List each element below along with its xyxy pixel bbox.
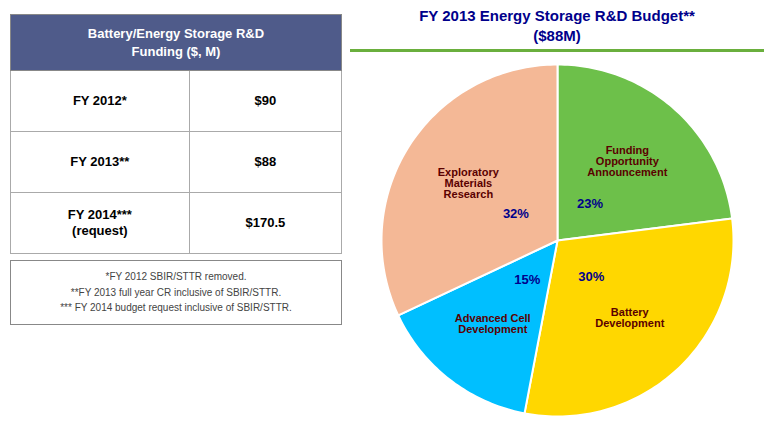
html-text:*FY 2012 SBIR/STTR removed. **: *FY 2012 SBIR/STTR removed. **FY 2013 fu… [60,271,292,314]
svg-text:30%: 30% [578,269,604,284]
html-text:FY 2013 Energy Storage R&D Bud: FY 2013 Energy Storage R&D Budget** ($88… [419,7,695,44]
svg-text:23%: 23% [577,196,603,211]
html-text:$90: $90 [254,93,277,108]
html-text:Battery/Energy Storage R&D Fun: Battery/Energy Storage R&D Funding ($, M… [87,26,265,59]
svg-text:FundingOpportunityAnnouncement: FundingOpportunityAnnouncement [587,144,667,178]
svg-text:32%: 32% [503,206,529,221]
svg-text:ExploratoryMaterialsResearch: ExploratoryMaterialsResearch [438,166,500,200]
html-text:FY 2014*** (request): FY 2014*** (request) [67,206,132,239]
html-text:$88: $88 [254,154,277,169]
svg-text:BatteryDevelopment: BatteryDevelopment [595,305,664,328]
svg-text:15%: 15% [514,272,540,287]
svg-text:Advanced CellDevelopment: Advanced CellDevelopment [455,312,531,335]
html-text:$170.5: $170.5 [245,215,286,230]
html-text:FY 2013**: FY 2013** [70,154,130,169]
html-text:FY 2012*: FY 2012* [72,93,127,108]
